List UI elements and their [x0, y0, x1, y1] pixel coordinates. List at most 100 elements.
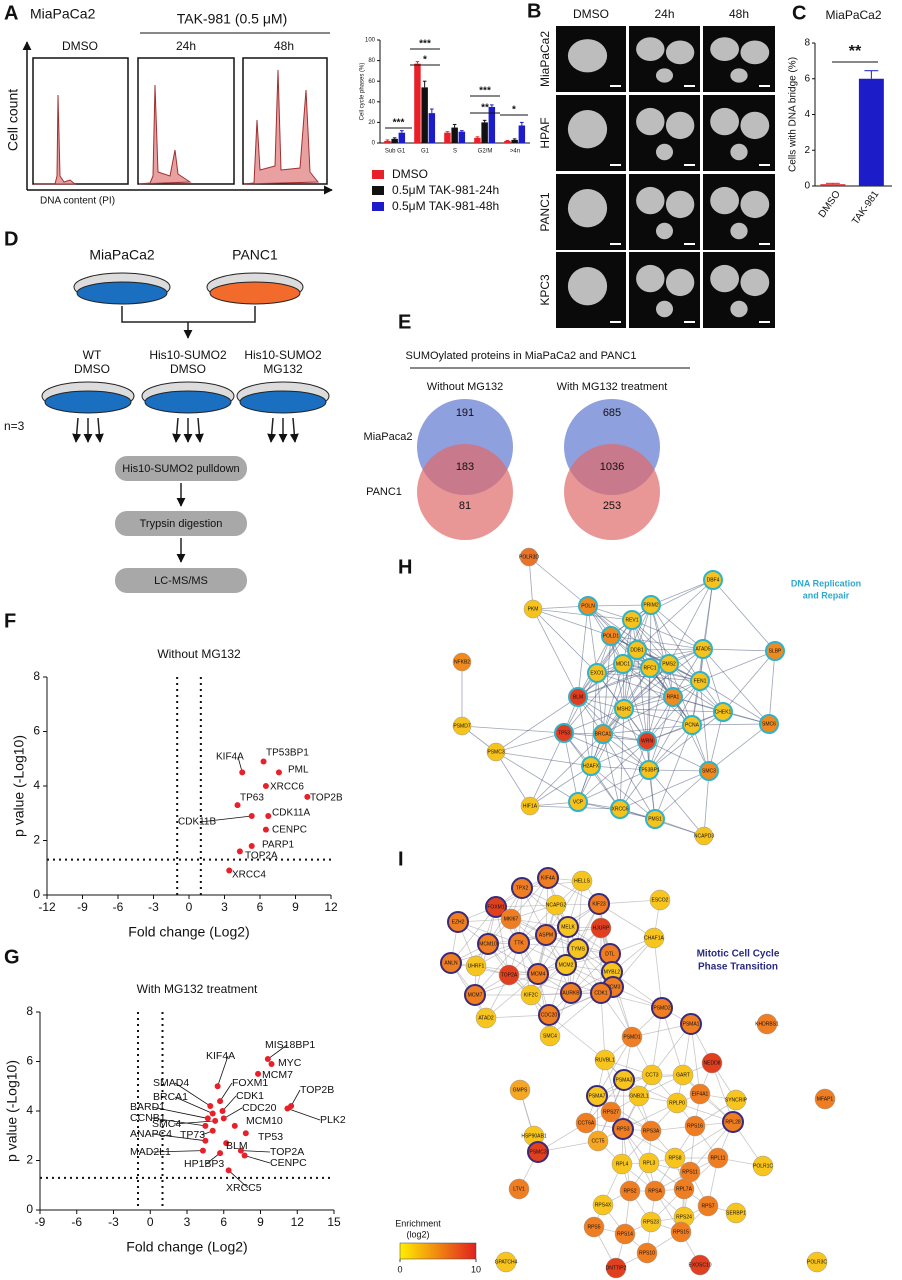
node — [638, 1152, 660, 1174]
edge — [577, 667, 651, 698]
nucleus — [710, 37, 739, 61]
nucleus — [655, 143, 674, 161]
node — [645, 809, 665, 829]
node — [509, 1079, 531, 1101]
colorbar-title: Enrichment — [395, 1218, 441, 1228]
nucleus — [636, 37, 665, 61]
node-label: PMS2 — [662, 661, 676, 667]
node-label: MKI67 — [504, 916, 519, 922]
edge — [602, 696, 674, 735]
gene-label: XRCC5 — [226, 1182, 262, 1194]
node — [640, 658, 660, 678]
edge — [650, 604, 670, 665]
gene-point — [219, 1108, 226, 1114]
edge — [674, 1121, 734, 1159]
panel-letter: G — [4, 946, 20, 968]
node-label: DDB1 — [630, 647, 644, 653]
node — [664, 1147, 686, 1169]
chart-title: With MG132 treatment — [137, 982, 258, 996]
edge — [699, 680, 770, 725]
edge — [702, 648, 776, 652]
edge — [532, 608, 612, 637]
edge — [570, 927, 602, 994]
gene-label: HP1BP3 — [184, 1158, 224, 1170]
gene-label: TOP2A — [245, 851, 278, 862]
node — [511, 877, 533, 899]
edge — [563, 663, 624, 734]
y-tick-label: 4 — [33, 778, 40, 792]
y-tick-label: 60 — [368, 79, 375, 85]
colorbar-tick-label: 10 — [471, 1264, 481, 1274]
node-label: RPA1 — [667, 694, 680, 700]
bar — [518, 125, 526, 143]
condition: His10-SUMO2 — [244, 348, 322, 362]
edge — [619, 708, 625, 810]
gene-point — [275, 769, 282, 776]
node — [684, 1115, 706, 1137]
gene-point — [212, 1117, 219, 1124]
node-label: BRCA1 — [595, 731, 612, 737]
node-label: VCP — [573, 799, 584, 805]
edge — [650, 604, 674, 698]
node — [614, 1223, 636, 1245]
node — [592, 1194, 614, 1216]
node-label: NEDD8 — [704, 1060, 721, 1066]
gene-label: KIF4A — [216, 752, 244, 763]
node-label: DBF4 — [707, 577, 720, 583]
gene-label: XRCC4 — [232, 870, 266, 881]
gene-point — [237, 1147, 244, 1154]
x-tick-label: 0 — [147, 1215, 154, 1229]
gene-point — [209, 1127, 216, 1134]
gene-label: CDK11B — [178, 817, 216, 828]
panel-letter: A — [4, 2, 18, 24]
x-tick-label: G2/M — [478, 149, 493, 155]
node-label: CCT3 — [645, 1072, 658, 1078]
gene-point — [248, 812, 255, 819]
node-label: EIF4A1 — [692, 1091, 709, 1097]
node-label: RPS5 — [587, 1224, 600, 1230]
bar — [444, 132, 451, 143]
node-label: ESCO2 — [652, 897, 669, 903]
condition: 48h — [274, 39, 294, 53]
node — [587, 1130, 609, 1152]
node — [590, 917, 612, 939]
gene-label: CDK11A — [272, 808, 310, 819]
gene-label: TOP2B — [300, 1084, 334, 1096]
node-label: CHEK1 — [715, 709, 732, 715]
gene-label: MYC — [278, 1057, 302, 1069]
node-label: TP53BP1 — [638, 767, 660, 773]
nucleus — [567, 189, 608, 228]
y-tick-label: 40 — [368, 99, 375, 105]
node — [527, 963, 549, 985]
edge — [636, 649, 648, 742]
node — [725, 1202, 747, 1224]
bar — [414, 63, 421, 143]
node — [440, 952, 462, 974]
node — [722, 1111, 744, 1133]
edge — [622, 604, 652, 665]
edge — [610, 635, 704, 650]
gene-label: CDC20 — [242, 1102, 277, 1114]
node-label: NFKB2 — [454, 659, 470, 665]
node — [568, 687, 588, 707]
treatment: TAK-981 (0.5 μM) — [177, 11, 288, 27]
gene-label: CENPC — [272, 825, 307, 836]
node-label: MCM10 — [479, 941, 497, 947]
node-label: PMS1 — [648, 816, 662, 822]
gene-point — [202, 1122, 209, 1129]
venn-count: 253 — [603, 500, 621, 512]
edge — [596, 1036, 633, 1097]
y-axis-label: p value (-Log10) — [11, 735, 27, 837]
gene-point — [231, 1122, 238, 1129]
histogram-traces — [34, 69, 320, 185]
edge — [623, 648, 704, 710]
node-label: NCAPG2 — [546, 902, 567, 908]
bar — [451, 127, 458, 143]
set-label: MiaPaca2 — [364, 431, 413, 443]
gene-point — [220, 1115, 227, 1122]
node — [697, 1195, 719, 1217]
edge — [495, 732, 565, 753]
node — [594, 1049, 616, 1071]
node — [682, 715, 702, 735]
y-axis-label: Cell count — [5, 89, 21, 151]
